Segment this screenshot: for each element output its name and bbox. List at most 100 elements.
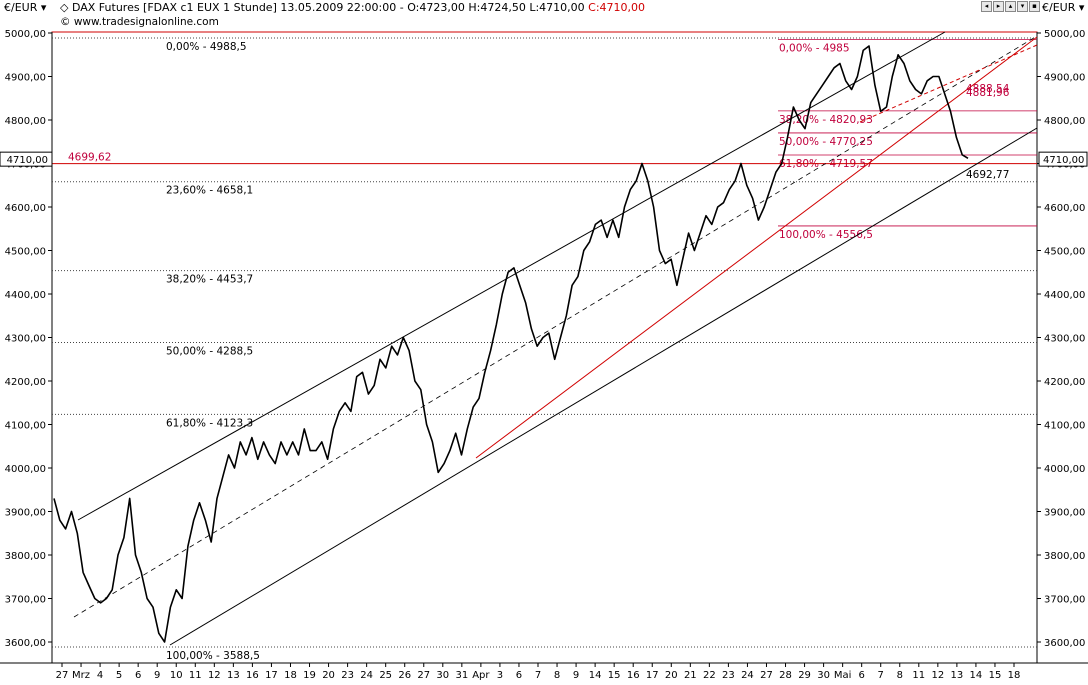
- y-tick-label-right: 4200,00: [1044, 377, 1085, 388]
- zoom-out-icon[interactable]: ▾: [1017, 1, 1028, 12]
- fib-label-left: 23,60% - 4658,1: [166, 185, 253, 197]
- channel-middle: [73, 35, 1038, 618]
- y-tick-label-left: 4200,00: [5, 377, 46, 388]
- x-tick-label: 10: [170, 670, 183, 681]
- fib-label-left: 50,00% - 4288,5: [166, 346, 253, 358]
- x-tick-label: 18: [284, 670, 297, 681]
- fib-label-left: 38,20% - 4453,7: [166, 274, 253, 286]
- x-tick-label: 25: [379, 670, 392, 681]
- x-tick-label: 29: [798, 670, 811, 681]
- x-tick-label: 20: [665, 670, 678, 681]
- trend-line-red-dashed: [859, 44, 1038, 123]
- y-tick-label-left: 3900,00: [5, 508, 46, 519]
- fib-label-right: 50,00% - 4770,25: [779, 136, 873, 148]
- y-tick-label-left: 4400,00: [5, 290, 46, 301]
- y-tick-label-right: 4300,00: [1044, 334, 1085, 345]
- y-tick-label-left: 4900,00: [5, 73, 46, 84]
- x-tick-label: 15: [989, 670, 1002, 681]
- x-tick-label: 13: [227, 670, 240, 681]
- x-tick-label: 7: [535, 670, 541, 681]
- x-tick-label: 11: [912, 670, 925, 681]
- close-price-label: C:4710,00: [588, 1, 646, 14]
- fib-label-left: 61,80% - 4123,3: [166, 417, 253, 429]
- zoom-in-icon[interactable]: ▴: [1005, 1, 1016, 12]
- x-tick-label: 24: [741, 670, 754, 681]
- x-tick-label: 7: [878, 670, 884, 681]
- x-tick-label: 14: [970, 670, 983, 681]
- y-tick-label-left: 3600,00: [5, 638, 46, 649]
- x-tick-label: 23: [341, 670, 354, 681]
- y-tick-label-left: 4000,00: [5, 464, 46, 475]
- fib-label-left: 100,00% - 3588,5: [166, 650, 260, 662]
- fib-label-left: 0,00% - 4988,5: [166, 41, 247, 53]
- x-tick-label: 21: [684, 670, 697, 681]
- y-tick-label-right: 3700,00: [1044, 595, 1085, 606]
- x-tick-label: 20: [322, 670, 335, 681]
- y-tick-label-left: 3700,00: [5, 595, 46, 606]
- channel-lower: [169, 127, 1038, 646]
- currency-selector-left[interactable]: €/EUR ▾: [4, 1, 47, 14]
- scroll-right-icon[interactable]: ▸: [993, 1, 1004, 12]
- last-price-box-left: [0, 151, 53, 167]
- fib-label-right: 0,00% - 4985: [779, 43, 850, 55]
- x-tick-label: 23: [722, 670, 735, 681]
- maximize-icon[interactable]: ▪: [1029, 1, 1040, 12]
- window-controls[interactable]: ◂ ▸ ▴ ▾ ▪: [981, 1, 1040, 12]
- x-tick-label: 13: [951, 670, 964, 681]
- y-tick-label-right: 3800,00: [1044, 551, 1085, 562]
- x-tick-label: 28: [779, 670, 792, 681]
- y-tick-label-right: 4900,00: [1044, 73, 1085, 84]
- x-tick-label: 9: [573, 670, 579, 681]
- x-tick-label: Mrz: [72, 670, 90, 681]
- x-tick-label: 17: [646, 670, 659, 681]
- y-tick-label-right: 4800,00: [1044, 116, 1085, 127]
- y-tick-label-right: 4500,00: [1044, 247, 1085, 258]
- y-tick-label-right: 4400,00: [1044, 290, 1085, 301]
- y-tick-label-right: 3600,00: [1044, 638, 1085, 649]
- fib-label-right: 100,00% - 4556,5: [779, 229, 873, 241]
- support-label: 4699,62: [68, 152, 111, 164]
- x-tick-label: 16: [246, 670, 259, 681]
- trend-label-1: 4888,54: [966, 83, 1010, 95]
- y-tick-label-left: 5000,00: [5, 29, 46, 40]
- x-tick-label: 27: [56, 670, 69, 681]
- y-tick-label-left: 3800,00: [5, 551, 46, 562]
- channel-value-label: 4692,77: [966, 169, 1009, 181]
- x-tick-label: 17: [265, 670, 278, 681]
- channel-upper: [77, 31, 946, 521]
- x-tick-label: 30: [817, 670, 830, 681]
- currency-selector-right[interactable]: €/EUR ▾: [1042, 1, 1085, 14]
- y-tick-label-left: 4800,00: [5, 116, 46, 127]
- x-tick-label: 6: [858, 670, 864, 681]
- x-tick-label: 8: [897, 670, 903, 681]
- x-tick-label: 19: [303, 670, 316, 681]
- y-tick-label-right: 4100,00: [1044, 421, 1085, 432]
- x-tick-label: 15: [608, 670, 621, 681]
- y-tick-label-right: 4000,00: [1044, 464, 1085, 475]
- x-tick-label: 16: [627, 670, 640, 681]
- trend-line-red: [475, 36, 1038, 459]
- x-tick-label: 12: [931, 670, 944, 681]
- y-tick-label-right: 3900,00: [1044, 508, 1085, 519]
- source-site: © www.tradesignalonline.com: [60, 16, 219, 28]
- x-tick-label: 11: [189, 670, 202, 681]
- price-series: [53, 45, 969, 643]
- x-tick-label: 27: [760, 670, 773, 681]
- x-tick-label: Apr: [472, 670, 490, 681]
- x-tick-label: 18: [1008, 670, 1021, 681]
- x-tick-label: 14: [589, 670, 602, 681]
- x-tick-label: 6: [135, 670, 141, 681]
- x-tick-label: 22: [703, 670, 716, 681]
- y-tick-label-left: 4100,00: [5, 421, 46, 432]
- last-price-box-right: [1038, 151, 1088, 167]
- x-tick-label: 31: [455, 670, 468, 681]
- last-price-label-left: 4710,00: [7, 155, 48, 166]
- y-tick-label-left: 4300,00: [5, 334, 46, 345]
- scroll-left-icon[interactable]: ◂: [981, 1, 992, 12]
- x-tick-label: 8: [554, 670, 560, 681]
- x-tick-label: Mai: [834, 670, 852, 681]
- fib-label-right: 38,20% - 4820,93: [779, 114, 873, 126]
- x-tick-label: 4: [97, 670, 103, 681]
- x-tick-label: 3: [497, 670, 503, 681]
- trend-label-2: 4881,96: [966, 87, 1010, 99]
